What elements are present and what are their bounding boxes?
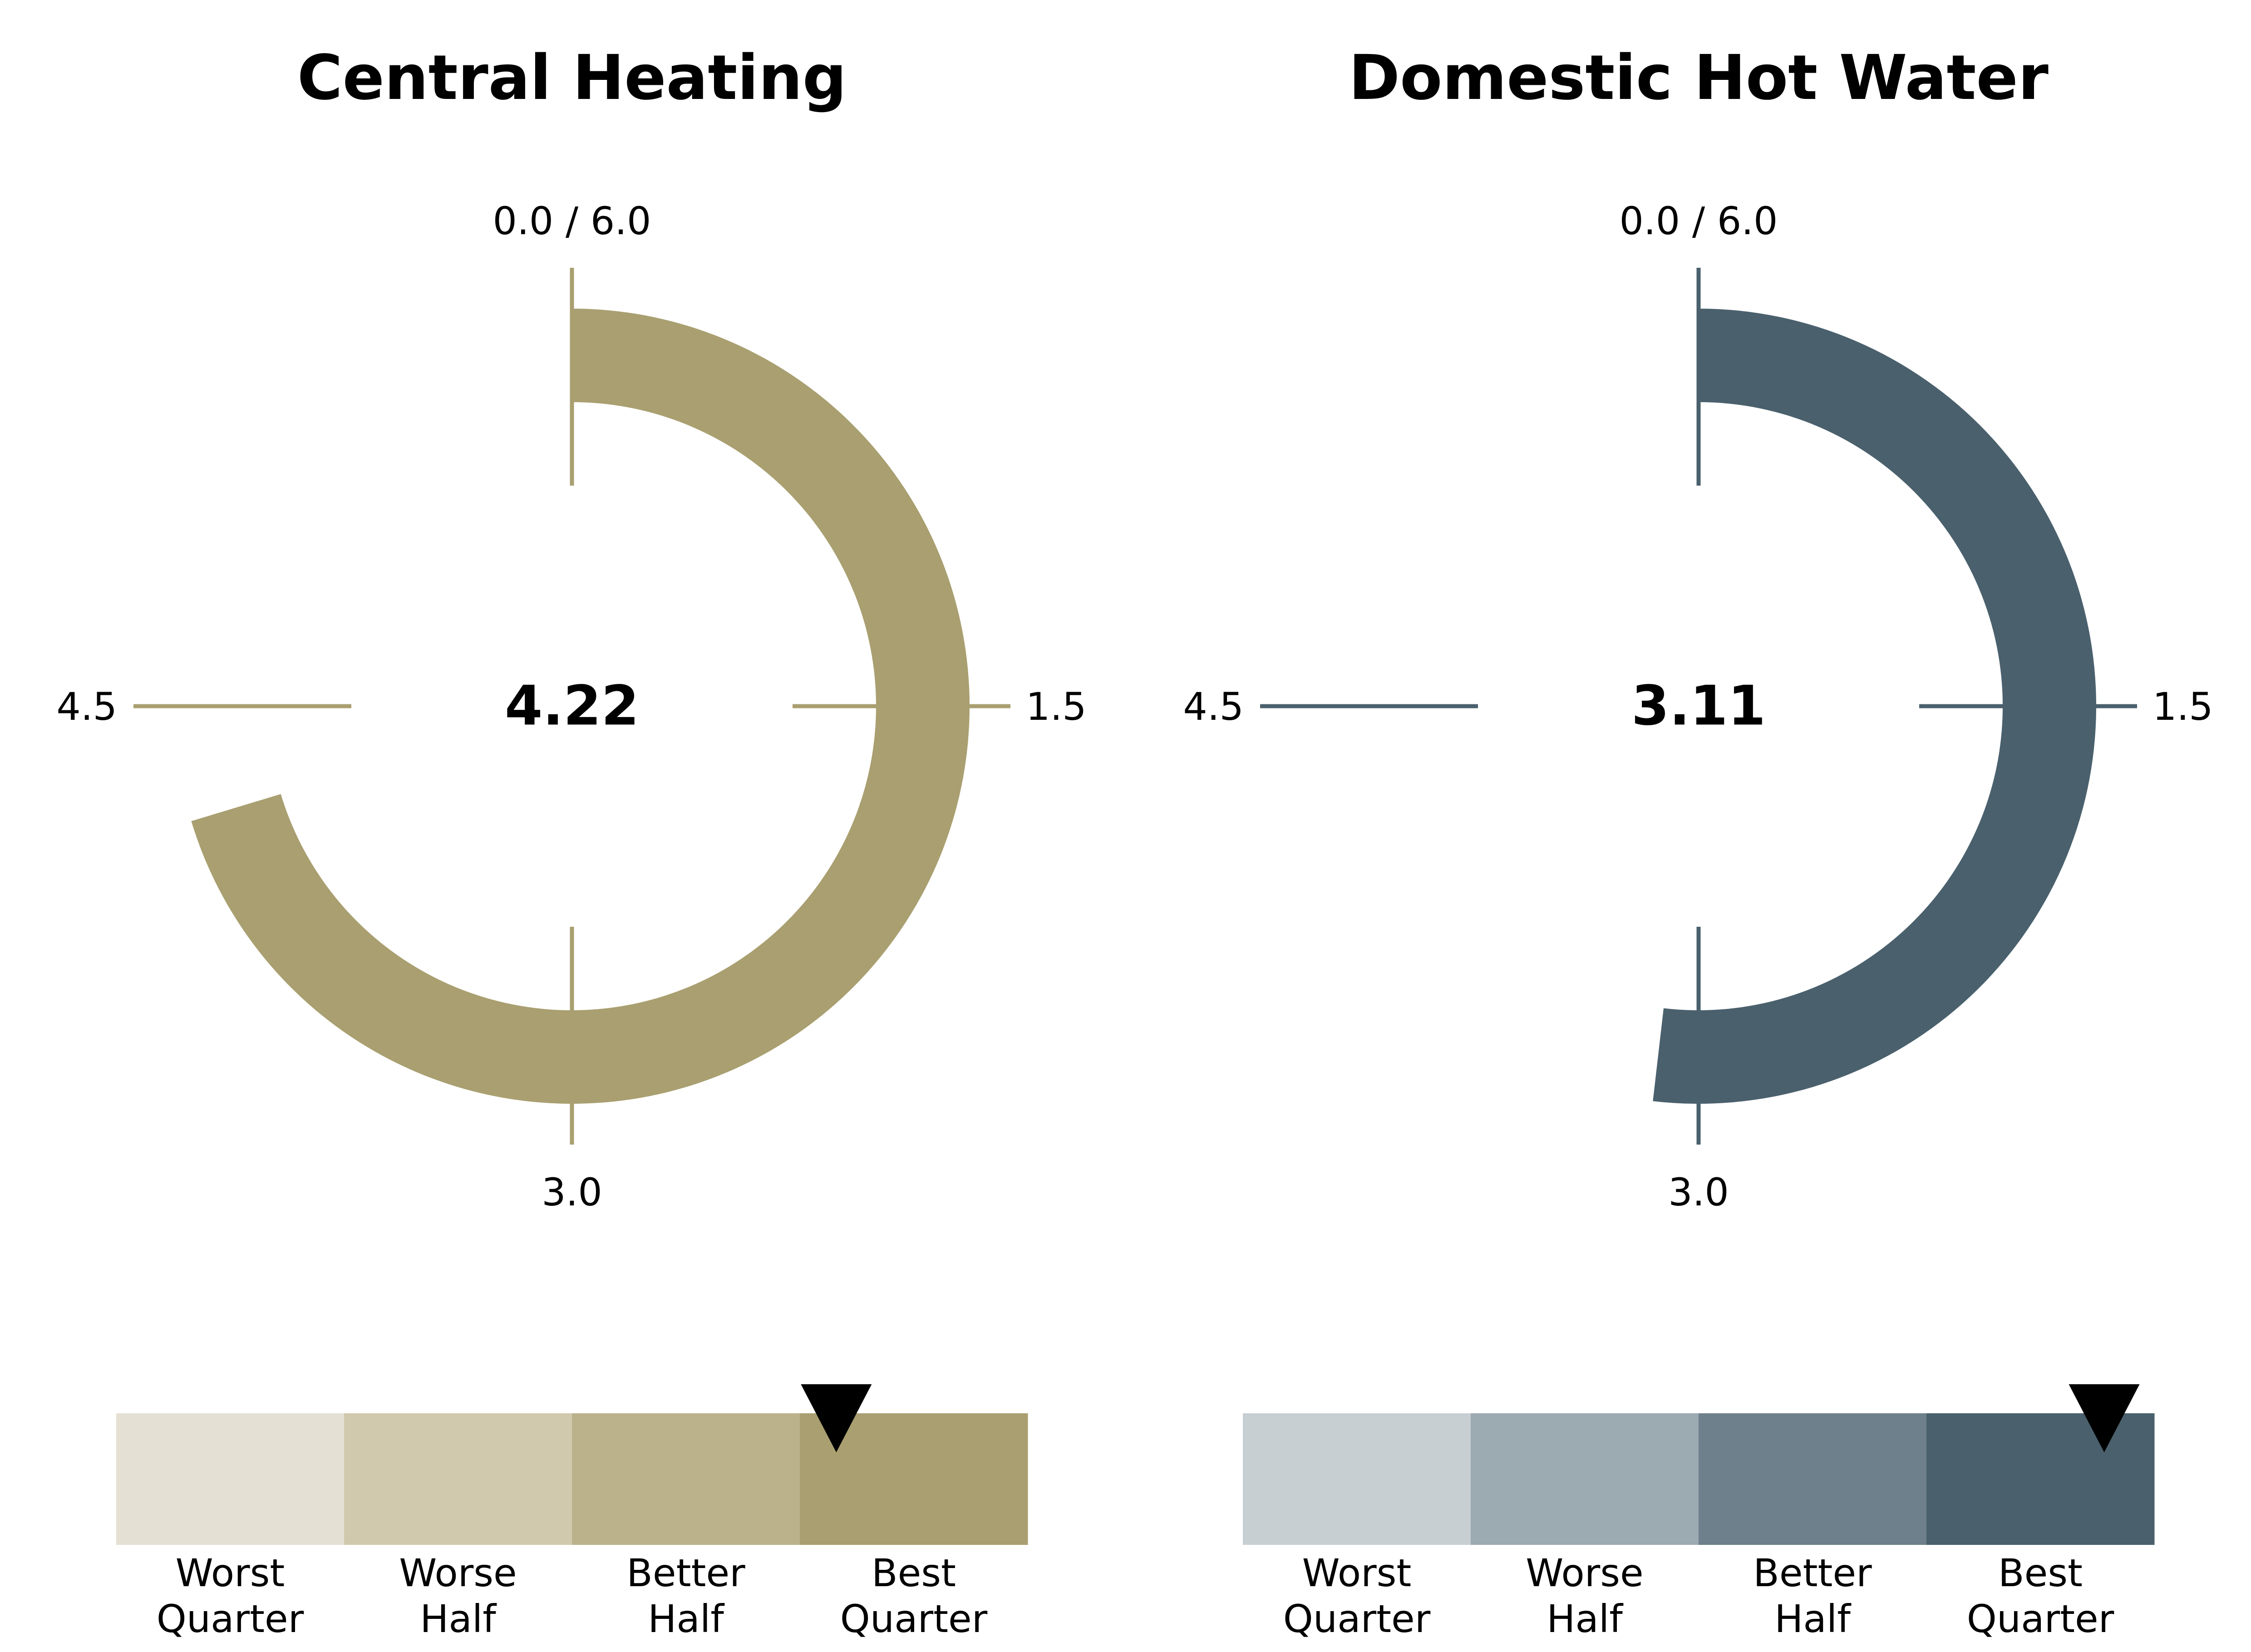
position-marker	[2069, 1384, 2140, 1452]
band-label-better-line2: Half	[648, 1597, 725, 1641]
tick-label-bottom: 3.0	[542, 1170, 602, 1214]
band-label-best-line2: Quarter	[1967, 1597, 2114, 1641]
band-label-better-line1: Better	[626, 1551, 745, 1595]
quartile-band-1	[344, 1413, 572, 1545]
gauge-title: Domestic Hot Water	[1349, 42, 2049, 114]
band-label-best-line1: Best	[872, 1551, 956, 1595]
band-label-worst-line1: Worst	[176, 1551, 285, 1595]
gauge-panel-central-heating: Central Heating 0.0 / 6.0 1.5 3.0 4.5 4.…	[56, 42, 1086, 1641]
quartile-band-1	[1471, 1413, 1699, 1545]
band-label-worse-line1: Worse	[1526, 1551, 1644, 1595]
tick-label-bottom: 3.0	[1668, 1170, 1729, 1214]
tick-label-top: 0.0 / 6.0	[493, 199, 651, 243]
tick-label-right: 1.5	[1026, 684, 1087, 729]
band-label-better-line1: Better	[1753, 1551, 1872, 1595]
band-label-worst-line1: Worst	[1302, 1551, 1412, 1595]
band-label-worse-line2: Half	[420, 1597, 497, 1641]
band-label-best-line1: Best	[1998, 1551, 2083, 1595]
quartile-band-0	[1243, 1413, 1471, 1545]
band-label-best-line2: Quarter	[840, 1597, 988, 1641]
band-label-worst-line2: Quarter	[1283, 1597, 1431, 1641]
gauge-dial	[1260, 268, 2137, 1145]
quartile-band-0	[116, 1413, 345, 1545]
quartile-bar	[116, 1384, 1028, 1545]
quartile-band-2	[572, 1413, 800, 1545]
gauge-value: 4.22	[505, 675, 639, 738]
quartile-band-3	[1926, 1413, 2155, 1545]
gauge-title: Central Heating	[297, 42, 847, 114]
tick-label-right: 1.5	[2152, 684, 2213, 729]
quartile-bar	[1243, 1384, 2155, 1545]
tick-label-top: 0.0 / 6.0	[1620, 199, 1778, 243]
gauge-value: 3.11	[1631, 675, 1766, 738]
quartile-band-2	[1699, 1413, 1927, 1545]
tick-label-left: 4.5	[56, 684, 117, 729]
band-label-worse-line2: Half	[1547, 1597, 1624, 1641]
gauge-dial	[133, 268, 1010, 1145]
band-label-worst-line2: Quarter	[157, 1597, 304, 1641]
gauge-arc	[1653, 309, 2097, 1104]
tick-label-left: 4.5	[1183, 684, 1244, 729]
gauge-panel-domestic-hot-water: Domestic Hot Water 0.0 / 6.0 1.5 3.0 4.5…	[1183, 42, 2213, 1641]
position-marker	[801, 1384, 872, 1452]
band-label-worse-line1: Worse	[399, 1551, 517, 1595]
band-label-better-line2: Half	[1774, 1597, 1852, 1641]
